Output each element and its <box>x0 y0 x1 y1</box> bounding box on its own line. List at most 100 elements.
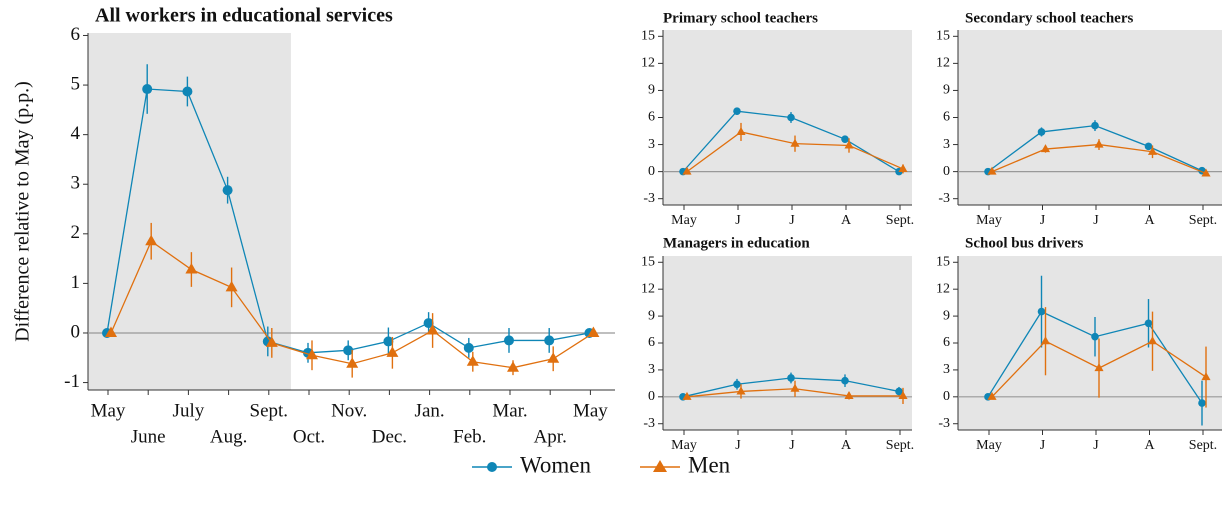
x-tick-label: J <box>1040 213 1046 228</box>
marker <box>346 357 359 368</box>
x-tick-label: A <box>841 213 852 228</box>
marker <box>1037 128 1046 136</box>
y-tick-label: 12 <box>641 281 655 296</box>
chart-title: School bus drivers <box>965 235 1084 251</box>
marker <box>1198 399 1206 407</box>
y-tick-label: 1 <box>71 272 81 293</box>
x-tick-label: May <box>976 213 1002 228</box>
marker <box>844 390 854 399</box>
x-tick-label: A <box>1144 213 1155 228</box>
shaded-period <box>88 33 291 390</box>
x-tick-label: A <box>1144 438 1155 453</box>
x-tick-label: Nov. <box>331 400 367 421</box>
marker <box>222 185 233 196</box>
y-tick-label: 0 <box>943 389 950 404</box>
marker <box>898 390 908 399</box>
y-tick-label: 15 <box>641 29 655 44</box>
y-tick-label: 4 <box>71 123 81 144</box>
y-tick-label: 12 <box>641 56 655 71</box>
marker <box>733 380 741 389</box>
marker <box>841 135 849 143</box>
y-tick-label: 3 <box>648 362 655 377</box>
marker <box>466 355 479 366</box>
x-tick-label: Sept. <box>886 438 914 453</box>
marker <box>790 383 800 392</box>
y-tick-label: 3 <box>648 137 655 152</box>
y-tick-label: 2 <box>71 222 81 243</box>
marker <box>790 138 800 147</box>
x-tick-label: Jan. <box>415 400 445 421</box>
marker <box>1037 307 1046 316</box>
plot-background <box>958 30 1222 205</box>
x-tick-label: Sept. <box>1189 438 1217 453</box>
x-tick-label: Sept. <box>1189 213 1217 228</box>
marker <box>1091 332 1099 341</box>
chart-title: Managers in education <box>663 235 810 251</box>
y-tick-label: 9 <box>943 83 950 98</box>
legend-marker <box>653 460 667 472</box>
marker <box>225 280 238 292</box>
y-tick-label: 6 <box>648 335 655 350</box>
legend-label: Women <box>520 452 591 477</box>
x-tick-label: May <box>671 438 697 453</box>
legend-label: Men <box>688 452 731 477</box>
marker <box>1144 319 1153 328</box>
marker <box>587 326 600 337</box>
marker <box>1147 146 1158 155</box>
y-tick-label: 9 <box>648 308 655 323</box>
chart-title: Secondary school teachers <box>965 10 1133 26</box>
marker <box>306 348 318 360</box>
x-tick-label: J <box>789 438 795 453</box>
x-tick-label: May <box>976 438 1002 453</box>
y-tick-label: 0 <box>71 321 81 342</box>
plot-background <box>663 256 912 430</box>
y-tick-label: 6 <box>648 110 655 125</box>
marker <box>547 352 560 363</box>
y-tick-label: 5 <box>71 73 81 94</box>
marker <box>105 326 117 337</box>
marker <box>507 361 519 372</box>
y-tick-label: -3 <box>643 191 655 206</box>
x-tick-label: Oct. <box>293 426 325 447</box>
marker <box>386 346 399 357</box>
x-tick-label: May <box>671 213 697 228</box>
x-tick-label: May <box>573 400 608 421</box>
y-tick-label: 6 <box>943 335 950 350</box>
marker <box>463 342 474 353</box>
marker <box>544 335 555 346</box>
chart-title: Primary school teachers <box>663 10 818 26</box>
marker <box>841 376 849 385</box>
chart-title: All workers in educational services <box>95 5 393 27</box>
x-tick-label: Aug. <box>210 426 247 447</box>
x-tick-label: J <box>735 438 741 453</box>
marker <box>343 345 354 356</box>
marker <box>733 107 741 115</box>
y-tick-label: 9 <box>943 308 950 323</box>
y-tick-label: 3 <box>71 173 81 194</box>
marker <box>895 387 903 396</box>
marker <box>736 386 746 395</box>
marker <box>383 336 394 347</box>
marker <box>987 391 997 400</box>
y-tick-label: 3 <box>943 137 950 152</box>
marker <box>682 391 692 400</box>
x-tick-label: July <box>173 400 205 421</box>
marker <box>1091 121 1099 130</box>
y-tick-label: 0 <box>648 389 655 404</box>
x-tick-label: A <box>841 438 852 453</box>
marker <box>898 163 908 172</box>
marker <box>844 140 854 149</box>
plot-background <box>958 256 1222 430</box>
x-tick-label: Apr. <box>534 426 567 447</box>
y-tick-label: 12 <box>936 281 950 296</box>
marker <box>142 84 153 95</box>
marker <box>682 166 692 175</box>
x-tick-label: Dec. <box>372 426 407 447</box>
marker <box>185 263 198 274</box>
x-tick-label: J <box>789 213 795 228</box>
marker <box>1144 142 1153 151</box>
x-tick-label: June <box>131 426 166 447</box>
y-tick-label: 0 <box>943 164 950 179</box>
y-tick-label: 0 <box>648 164 655 179</box>
